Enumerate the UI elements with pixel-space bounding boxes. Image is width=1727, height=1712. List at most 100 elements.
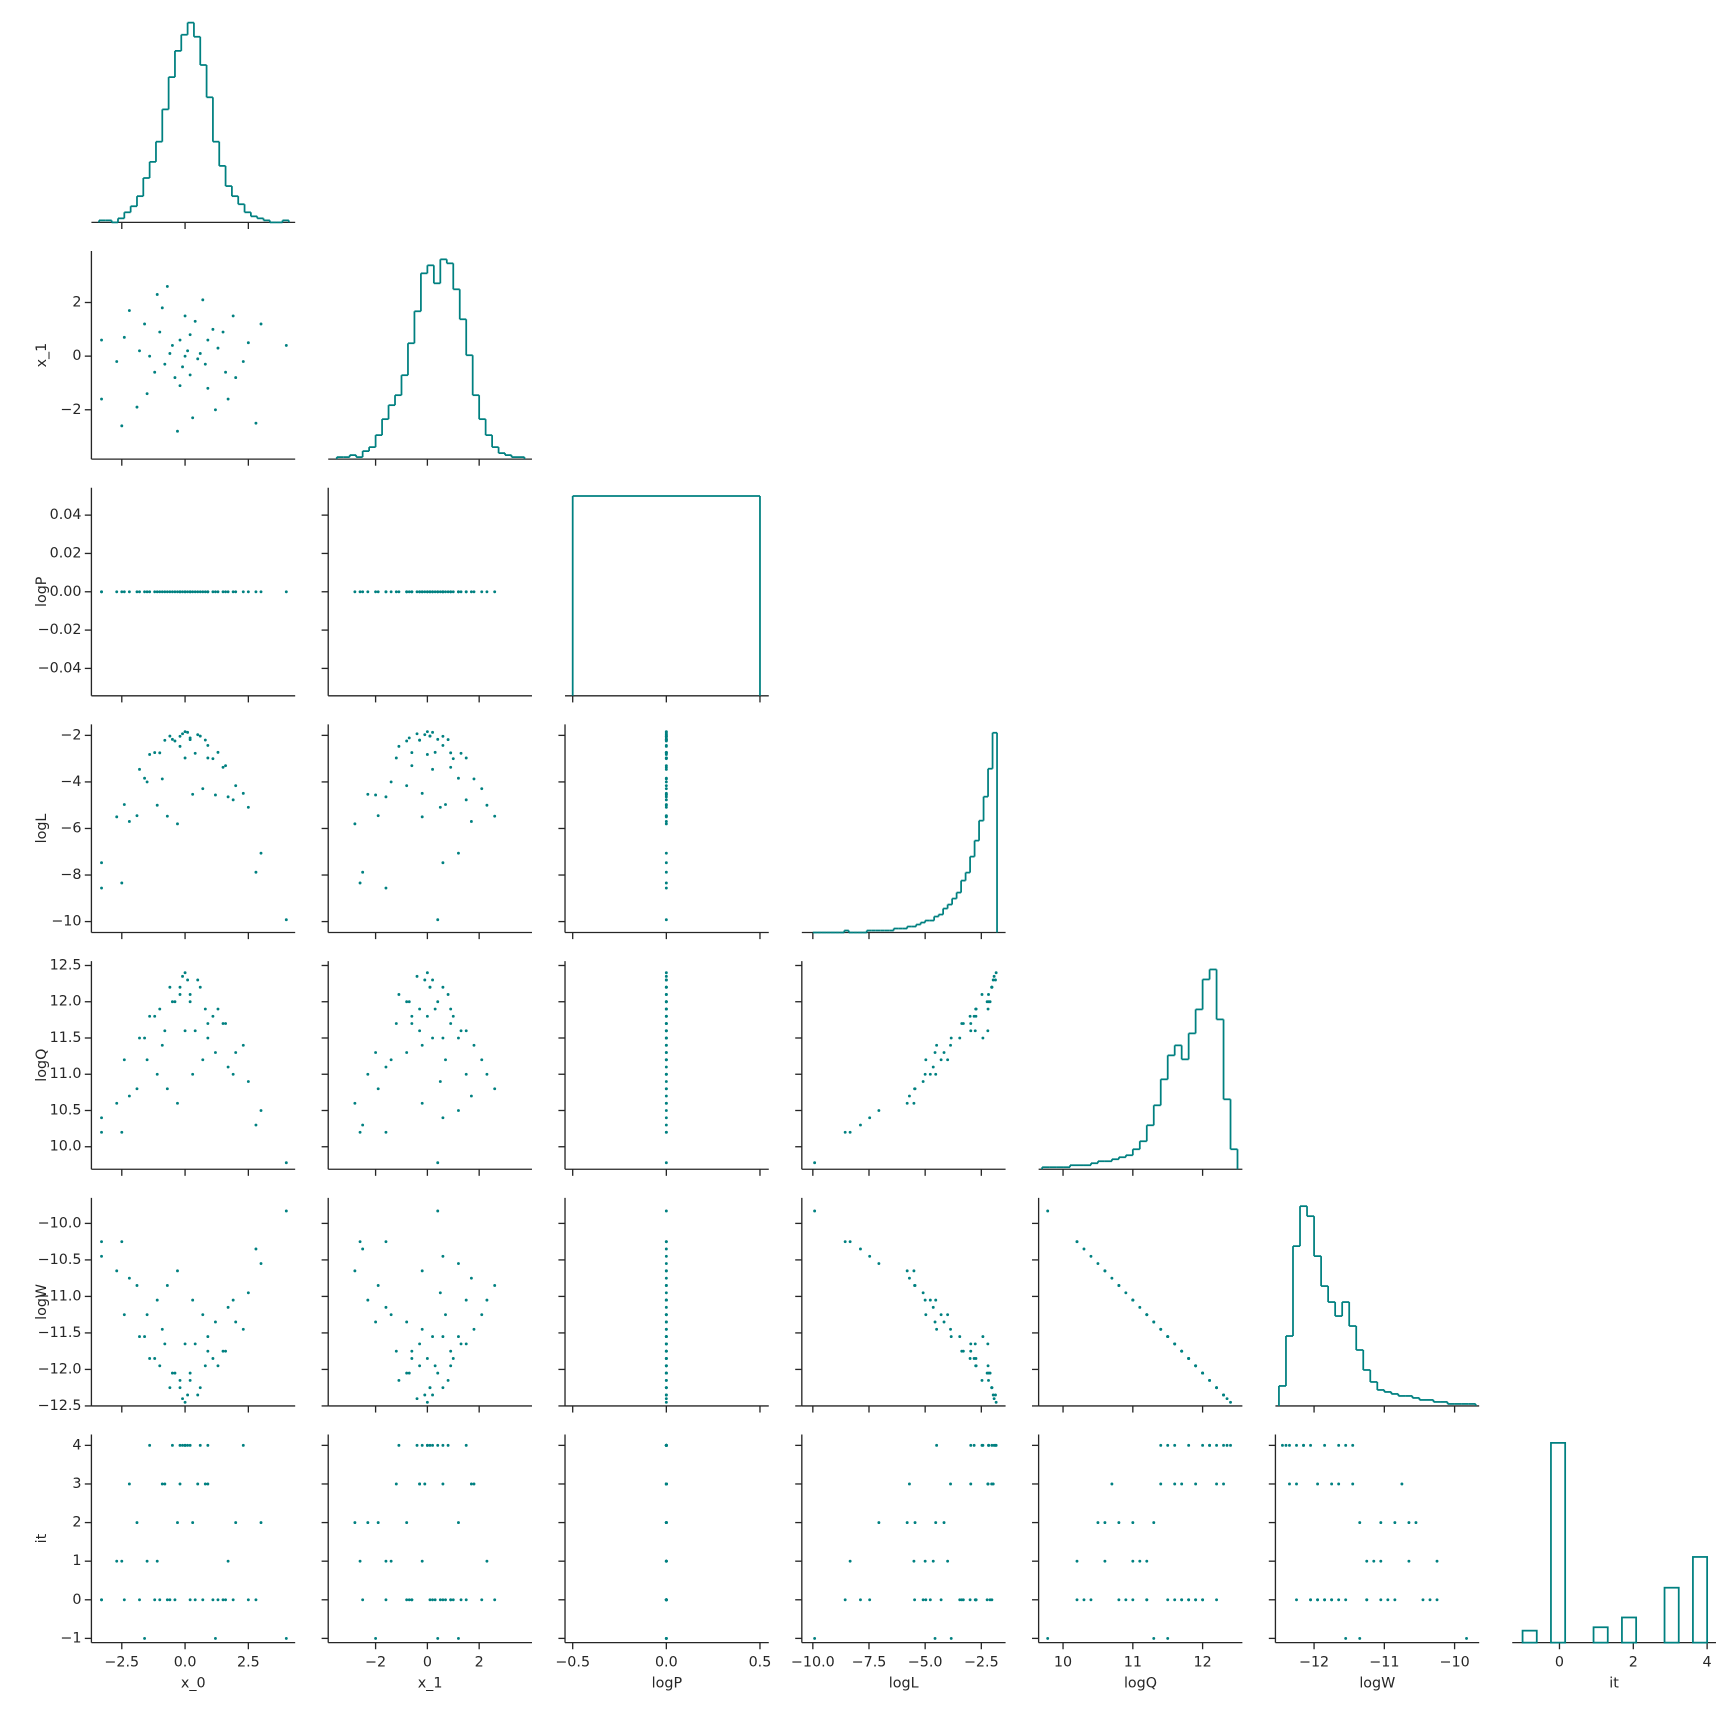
scatter-point [148, 753, 152, 756]
scatter-point [376, 590, 380, 594]
scatter-point [664, 1397, 668, 1401]
scatter-point [664, 1161, 668, 1165]
scatter-point [405, 739, 409, 743]
scatter-point [1117, 1598, 1121, 1602]
scatter-point [431, 1443, 434, 1447]
scatter-point [405, 784, 409, 788]
scatter-point [1187, 1357, 1191, 1360]
scatter-point [353, 822, 357, 826]
scatter-point [1166, 1598, 1170, 1602]
scatter-point [990, 985, 994, 989]
scatter-point [384, 795, 388, 799]
scatter-point [848, 1559, 852, 1563]
scatter-point [1166, 1443, 1170, 1447]
scatter-point [987, 1443, 990, 1447]
scatter-point [464, 1342, 468, 1346]
scatter-point [664, 1254, 668, 1258]
scatter-point [148, 1357, 152, 1360]
scatter-point [1337, 1443, 1341, 1447]
scatter-point [405, 1051, 409, 1054]
scatter-point [420, 1101, 424, 1105]
scatter-point [246, 1598, 250, 1602]
scatter-point [163, 1342, 167, 1346]
scatter-point [972, 1357, 976, 1360]
scatter-point [176, 429, 179, 433]
scatter-point [183, 1029, 187, 1033]
x-tick-label: −10 [1440, 1654, 1470, 1670]
scatter-point [254, 421, 258, 425]
scatter-point [493, 814, 497, 818]
scatter-point [664, 1262, 668, 1265]
y-tick-label: −11.0 [38, 1288, 82, 1304]
scatter-point [934, 1072, 938, 1076]
scatter-point [457, 776, 460, 780]
scatter-point [986, 1482, 990, 1486]
scatter-point [459, 1598, 463, 1602]
scatter-point [361, 1598, 365, 1602]
scatter-point [1138, 1559, 1142, 1563]
scatter-point [384, 886, 388, 890]
scatter-point [216, 750, 220, 754]
scatter-point [214, 793, 217, 797]
scatter-point [431, 1036, 434, 1040]
scatter-point [1407, 1559, 1411, 1563]
scatter-point [664, 776, 668, 780]
scatter-point [1295, 1482, 1298, 1486]
scatter-point [115, 1101, 119, 1105]
scatter-point [254, 1247, 258, 1251]
scatter-point [143, 322, 147, 326]
scatter-point [1295, 1598, 1298, 1602]
scatter-point [425, 1357, 429, 1360]
scatter-point [420, 791, 424, 795]
scatter-point [1166, 1335, 1170, 1339]
scatter-point [410, 751, 414, 755]
scatter-point [100, 861, 103, 865]
scatter-point [1194, 1364, 1198, 1368]
scatter-point [934, 1298, 938, 1302]
scatter-point [664, 1240, 668, 1244]
scatter-point [949, 1482, 952, 1486]
scatter-point [1295, 1443, 1298, 1447]
scatter-point [949, 1036, 953, 1040]
scatter-point [1337, 1598, 1341, 1602]
scatter-point [472, 777, 476, 781]
scatter-point [485, 803, 489, 807]
scatter-point [1117, 1284, 1121, 1287]
scatter-point [664, 1305, 668, 1309]
scatter-point [664, 753, 668, 756]
scatter-point [224, 764, 228, 768]
scatter-point [188, 1443, 192, 1447]
scatter-point [459, 1342, 463, 1346]
scatter-point [158, 330, 162, 334]
scatter-point [848, 1130, 852, 1134]
scatter-point [664, 1276, 668, 1280]
scatter-point [1351, 1443, 1355, 1447]
scatter-point [423, 1482, 427, 1486]
scatter-point [441, 985, 445, 989]
scatter-point [968, 1598, 972, 1602]
scatter-point [928, 1598, 932, 1602]
scatter-point [394, 1022, 398, 1025]
scatter-point [451, 590, 455, 594]
scatter-point [100, 397, 103, 401]
y-tick-label: 3 [72, 1476, 81, 1492]
scatter-point [259, 1109, 263, 1112]
scatter-point [418, 1007, 422, 1011]
scatter-point [206, 756, 210, 760]
scatter-point [181, 732, 184, 736]
scatter-point [451, 1598, 455, 1602]
scatter-point [389, 780, 393, 784]
scatter-point [469, 1094, 473, 1098]
y-tick-label: 0.00 [50, 584, 82, 600]
y-tick-label: 12.5 [50, 957, 82, 973]
scatter-point [931, 1305, 935, 1309]
scatter-point [472, 1482, 476, 1486]
scatter-point [859, 1247, 862, 1251]
scatter-point [1159, 1327, 1163, 1331]
scatter-point [410, 764, 414, 768]
scatter-point [428, 734, 432, 738]
scatter-point [939, 1058, 943, 1062]
scatter-point [425, 1014, 429, 1018]
scatter-point [148, 590, 152, 594]
scatter-point [241, 791, 245, 795]
